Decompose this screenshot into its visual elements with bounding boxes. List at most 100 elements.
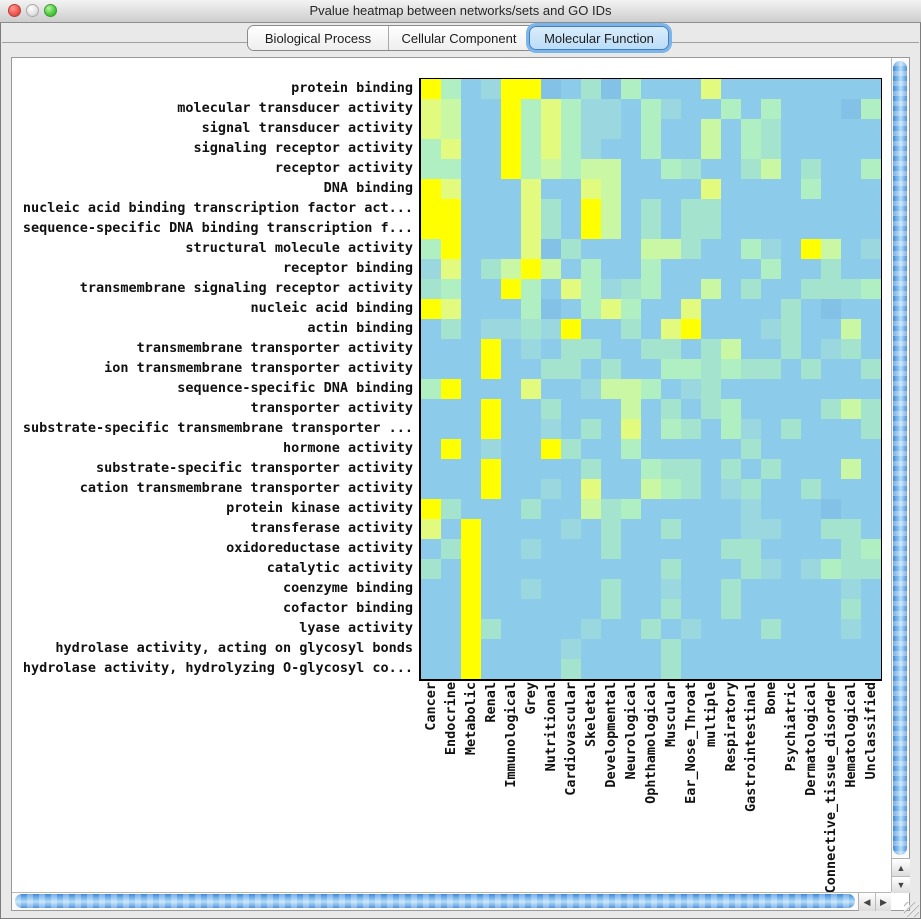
heatmap-cell bbox=[461, 79, 481, 99]
heatmap-cell bbox=[561, 359, 581, 379]
heatmap-cell bbox=[421, 539, 441, 559]
heatmap-cell bbox=[781, 459, 801, 479]
heatmap-cell bbox=[741, 179, 761, 199]
heatmap-cell bbox=[601, 579, 621, 599]
tab-molecular-function[interactable]: Molecular Function bbox=[529, 26, 669, 50]
heatmap-cell bbox=[561, 179, 581, 199]
heatmap-cell bbox=[781, 579, 801, 599]
row-label: signal transducer activity bbox=[201, 120, 413, 136]
heatmap-cell bbox=[521, 99, 541, 119]
heatmap-cell bbox=[721, 179, 741, 199]
vertical-scrollbar-thumb[interactable] bbox=[893, 61, 907, 855]
close-button-icon[interactable] bbox=[8, 4, 21, 17]
heatmap-cell bbox=[441, 299, 461, 319]
heatmap-cell bbox=[681, 299, 701, 319]
heatmap-cell bbox=[461, 179, 481, 199]
heatmap-cell bbox=[561, 419, 581, 439]
heatmap-cell bbox=[421, 599, 441, 619]
heatmap-cell bbox=[521, 499, 541, 519]
heatmap-cell bbox=[561, 539, 581, 559]
tab-cellular-component[interactable]: Cellular Component bbox=[388, 26, 529, 50]
heatmap-cell bbox=[681, 519, 701, 539]
horizontal-scrollbar[interactable]: ◀ ▶ bbox=[12, 892, 891, 911]
heatmap-cell bbox=[641, 579, 661, 599]
heatmap-cell bbox=[841, 659, 861, 679]
heatmap-cell bbox=[521, 379, 541, 399]
heatmap-cell bbox=[701, 439, 721, 459]
heatmap-cell bbox=[741, 359, 761, 379]
heatmap-cell bbox=[601, 359, 621, 379]
heatmap-cell bbox=[801, 359, 821, 379]
heatmap-cell bbox=[661, 559, 681, 579]
heatmap-cell bbox=[421, 259, 441, 279]
heatmap-cell bbox=[641, 399, 661, 419]
heatmap-cell bbox=[721, 139, 741, 159]
heatmap-cell bbox=[561, 99, 581, 119]
heatmap-cell bbox=[741, 539, 761, 559]
heatmap-cell bbox=[641, 619, 661, 639]
heatmap-cell bbox=[581, 579, 601, 599]
heatmap-cell bbox=[841, 139, 861, 159]
heatmap-cell bbox=[641, 559, 661, 579]
heatmap-cell bbox=[701, 199, 721, 219]
zoom-button-icon[interactable] bbox=[44, 4, 57, 17]
scroll-left-icon[interactable]: ◀ bbox=[859, 893, 875, 911]
heatmap-cell bbox=[501, 619, 521, 639]
heatmap-cell bbox=[761, 179, 781, 199]
column-label: Developmental bbox=[603, 682, 619, 788]
heatmap-cell bbox=[441, 279, 461, 299]
heatmap-cell bbox=[841, 159, 861, 179]
heatmap-cell bbox=[641, 379, 661, 399]
row-label: transmembrane signaling receptor activit… bbox=[79, 280, 413, 296]
heatmap-cell bbox=[441, 159, 461, 179]
tab-bar: Biological Process Cellular Component Mole… bbox=[247, 25, 670, 51]
heatmap-cell bbox=[641, 119, 661, 139]
heatmap-cell bbox=[681, 599, 701, 619]
heatmap-cell bbox=[521, 519, 541, 539]
heatmap-cell bbox=[761, 619, 781, 639]
minimize-button-icon[interactable] bbox=[26, 4, 39, 17]
heatmap-cell bbox=[661, 359, 681, 379]
scroll-right-icon[interactable]: ▶ bbox=[875, 893, 891, 911]
heatmap-cell bbox=[501, 559, 521, 579]
scroll-down-icon[interactable]: ▼ bbox=[892, 876, 910, 893]
heatmap-cell bbox=[761, 119, 781, 139]
heatmap-cell bbox=[681, 179, 701, 199]
heatmap-cell bbox=[721, 559, 741, 579]
heatmap-cell bbox=[461, 259, 481, 279]
heatmap-cell bbox=[821, 419, 841, 439]
heatmap-cell bbox=[541, 359, 561, 379]
heatmap-cell bbox=[521, 539, 541, 559]
heatmap-cell bbox=[561, 259, 581, 279]
heatmap-cell bbox=[801, 239, 821, 259]
heatmap-cell bbox=[761, 139, 781, 159]
heatmap-cell bbox=[421, 359, 441, 379]
heatmap-cell bbox=[441, 199, 461, 219]
heatmap-cell bbox=[561, 339, 581, 359]
heatmap-cell bbox=[821, 319, 841, 339]
heatmap-cell bbox=[541, 179, 561, 199]
heatmap-cell bbox=[561, 519, 581, 539]
heatmap-cell bbox=[661, 639, 681, 659]
row-label: oxidoreductase activity bbox=[226, 540, 413, 556]
scroll-up-icon[interactable]: ▲ bbox=[892, 859, 910, 876]
heatmap-cell bbox=[701, 339, 721, 359]
heatmap-cell bbox=[721, 519, 741, 539]
heatmap-cell bbox=[641, 479, 661, 499]
heatmap-cell bbox=[541, 419, 561, 439]
heatmap-cell bbox=[741, 459, 761, 479]
vertical-scrollbar[interactable]: ▲ ▼ bbox=[891, 58, 910, 893]
heatmap-cell bbox=[781, 379, 801, 399]
heatmap-cell bbox=[581, 339, 601, 359]
heatmap-cell bbox=[801, 319, 821, 339]
heatmap-cell bbox=[701, 379, 721, 399]
heatmap-cell bbox=[661, 619, 681, 639]
heatmap-cell bbox=[701, 639, 721, 659]
resize-grip-icon[interactable] bbox=[904, 902, 919, 917]
heatmap-cell bbox=[561, 139, 581, 159]
heatmap-cell bbox=[841, 579, 861, 599]
heatmap-cell bbox=[721, 119, 741, 139]
heatmap-cell bbox=[581, 319, 601, 339]
horizontal-scrollbar-thumb[interactable] bbox=[15, 894, 855, 908]
tab-biological-process[interactable]: Biological Process bbox=[248, 26, 388, 50]
